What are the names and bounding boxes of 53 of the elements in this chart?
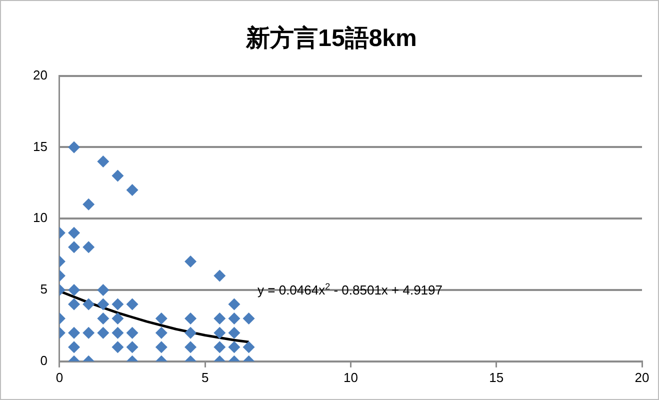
x-tick-label: 0 [56, 370, 64, 385]
x-tick-label: 10 [343, 370, 358, 385]
y-tick-label: 5 [40, 282, 48, 297]
point [228, 341, 240, 354]
y-tick-label: 0 [40, 352, 48, 368]
point [82, 241, 95, 254]
point [214, 312, 226, 325]
point [97, 298, 110, 310]
point [184, 341, 197, 354]
point [68, 226, 80, 239]
point [126, 298, 138, 310]
point [126, 184, 138, 196]
point [228, 298, 240, 310]
point [155, 326, 168, 339]
point [228, 312, 240, 325]
point [112, 326, 124, 339]
point [68, 341, 80, 354]
point [68, 284, 80, 296]
point [82, 298, 95, 310]
point [97, 155, 110, 168]
point [97, 326, 110, 339]
chart-title: 新方言15語8km [245, 24, 417, 52]
point [126, 341, 138, 354]
point [242, 312, 255, 325]
point [82, 326, 95, 339]
x-tick-label: 20 [634, 370, 650, 385]
point [214, 270, 226, 282]
point [68, 241, 80, 254]
y-tick-label: 20 [32, 67, 48, 82]
point [112, 170, 124, 182]
point [126, 326, 138, 339]
x-tick-label: 15 [489, 370, 504, 385]
point [112, 312, 124, 325]
x-tick-label: 5 [201, 370, 209, 385]
point [68, 298, 80, 310]
point [97, 284, 110, 296]
point [97, 312, 110, 325]
point [228, 326, 240, 339]
point [68, 326, 80, 339]
point [214, 326, 226, 339]
point [155, 341, 168, 354]
point [112, 341, 124, 354]
point [82, 198, 95, 210]
point [68, 141, 80, 154]
point [112, 298, 124, 310]
y-tick-label: 15 [32, 138, 48, 154]
point [184, 312, 197, 325]
y-tick-label: 10 [32, 210, 48, 226]
point [214, 341, 226, 354]
point [242, 341, 255, 354]
point [184, 255, 197, 268]
point [184, 326, 197, 339]
point [155, 312, 168, 325]
